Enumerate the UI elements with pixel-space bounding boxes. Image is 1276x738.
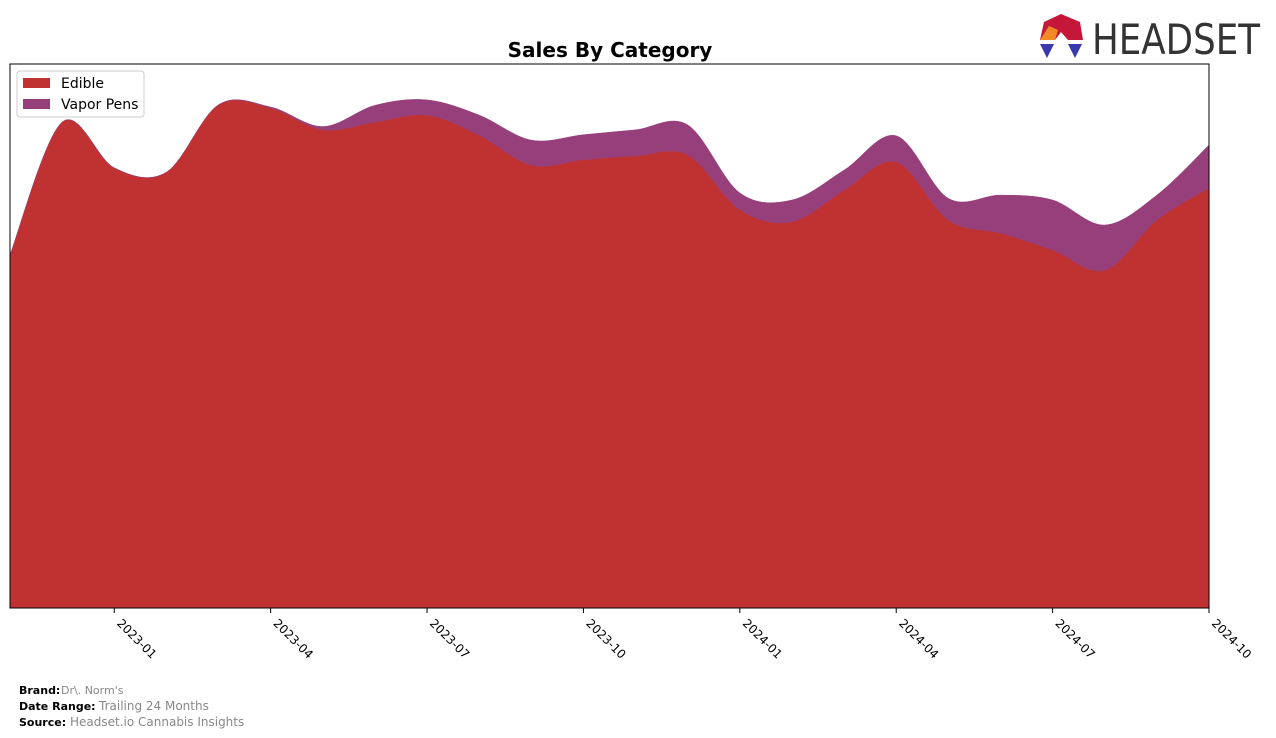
x-tick-label: 2023-01 [114, 616, 159, 661]
area [9, 99, 1210, 609]
x-tick-label: 2024-01 [740, 616, 785, 661]
footer-value: Dr\. Norm's [61, 684, 124, 697]
legend: Edible Vapor Pens [16, 70, 145, 118]
footer-label: Source: [19, 716, 66, 729]
logo-icon [1040, 26, 1058, 40]
legend-swatch [23, 78, 50, 88]
logo-text: HEADSET [1092, 15, 1260, 64]
legend-label: Vapor Pens [61, 97, 138, 113]
logo-icon [1040, 44, 1054, 58]
legend-label: Edible [61, 76, 104, 92]
x-tick-label: 2024-04 [896, 616, 941, 661]
x-tick-label: 2023-10 [583, 616, 628, 661]
x-tick-label: 2024-07 [1052, 616, 1097, 661]
footer-value: Trailing 24 Months [98, 699, 209, 713]
x-tick-label: 2024-10 [1209, 616, 1254, 661]
x-tick-label: 2023-04 [271, 616, 316, 661]
chart-title: Sales By Category [508, 38, 713, 62]
footer-label: Brand: [19, 684, 60, 697]
plot-frame [9, 63, 1210, 609]
logo-icon [1068, 44, 1082, 58]
x-tick-label: 2023-07 [427, 616, 472, 661]
logo: HEADSET [1040, 14, 1260, 64]
legend-swatch [23, 99, 50, 109]
footer-value: Headset.io Cannabis Insights [70, 715, 244, 729]
footer-label: Date Range: [19, 700, 96, 713]
